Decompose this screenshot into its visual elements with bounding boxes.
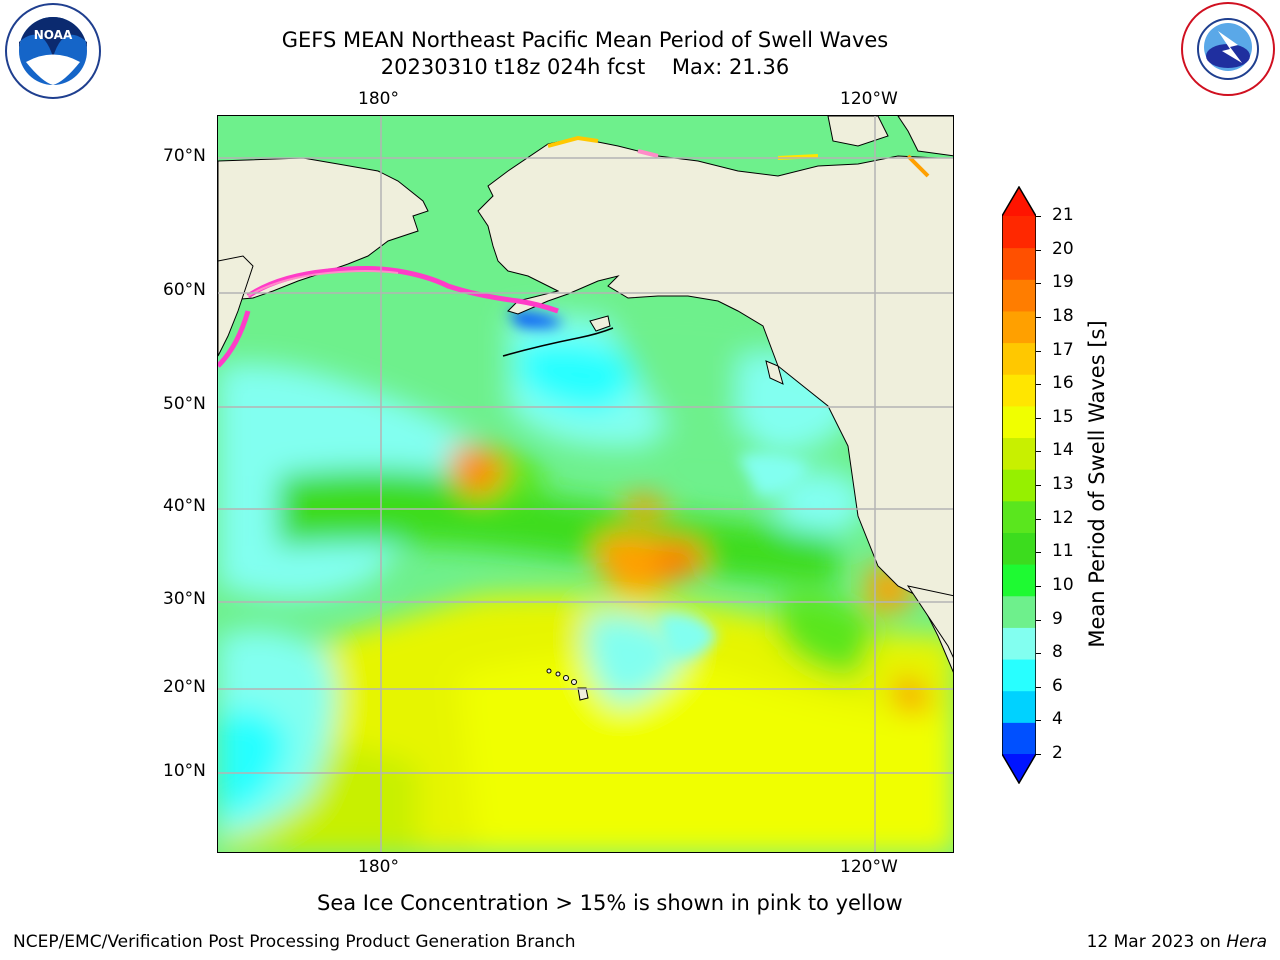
land-baja <box>906 585 953 658</box>
lat-label-60n: 60°N <box>163 280 206 300</box>
aleutian-islands <box>502 327 614 357</box>
colorbar-tick-mark <box>1036 249 1041 251</box>
lon-label-top-120w: 120°W <box>840 89 898 109</box>
sea-ice-caption: Sea Ice Concentration > 15% is shown in … <box>317 891 903 915</box>
colorbar-tick-mark <box>1036 316 1041 318</box>
colorbar-tick-mark <box>1036 350 1041 352</box>
colorbar-max-arrow <box>1002 187 1036 216</box>
colorbar-segment <box>1002 722 1036 755</box>
colorbar-tick-label: 11 <box>1052 541 1074 562</box>
land-arctic-island <box>827 116 889 147</box>
colorbar-tick-mark <box>1036 686 1041 688</box>
colorbar-segment <box>1002 659 1036 692</box>
colorbar-tick-label: 16 <box>1052 373 1074 394</box>
colorbar-tick-mark <box>1036 653 1041 655</box>
land-north-america <box>477 137 953 673</box>
land-kamchatka <box>218 255 254 357</box>
colorbar-segment <box>1002 564 1036 597</box>
colorbar-segment <box>1002 342 1036 375</box>
map-svg <box>218 116 953 852</box>
colorbar-tick-mark <box>1036 384 1041 386</box>
kodiak-island <box>589 315 611 332</box>
colorbar-tick-label: 12 <box>1052 507 1074 528</box>
lat-label-40n: 40°N <box>163 496 206 516</box>
colorbar-tick-label: 6 <box>1052 675 1063 696</box>
colorbar-segment <box>1002 469 1036 502</box>
colorbar-label: Mean Period of Swell Waves [s] <box>1085 320 1109 648</box>
lat-label-20n: 20°N <box>163 677 206 697</box>
colorbar-tick-mark <box>1036 417 1041 419</box>
footer-left: NCEP/EMC/Verification Post Processing Pr… <box>13 932 576 952</box>
colorbar-tick-mark <box>1036 585 1041 587</box>
colorbar-segment <box>1002 247 1036 280</box>
chart-title: GEFS MEAN Northeast Pacific Mean Period … <box>281 28 889 52</box>
colorbar-segment <box>1002 374 1036 407</box>
colorbar-svg <box>1001 185 1037 785</box>
lat-label-50n: 50°N <box>163 394 206 414</box>
colorbar-tick-mark <box>1036 518 1041 520</box>
colorbar-tick-label: 21 <box>1052 205 1074 225</box>
colorbar-segment <box>1002 279 1036 312</box>
colorbar-tick-label: 19 <box>1052 272 1074 293</box>
lon-label-top-180: 180° <box>358 89 399 109</box>
colorbar-tick-label: 2 <box>1052 743 1063 763</box>
colorbar-tick-label: 10 <box>1052 574 1074 595</box>
colorbar-tick-label: 20 <box>1052 238 1074 259</box>
footer-right: 12 Mar 2023 on Hera <box>1087 932 1267 952</box>
colorbar-segment <box>1002 500 1036 533</box>
map-panel <box>217 115 954 853</box>
colorbar-segment <box>1002 532 1036 565</box>
lon-label-bottom-120w: 120°W <box>840 857 898 877</box>
lat-label-70n: 70°N <box>163 146 206 166</box>
colorbar-ticks: 2 4 6 8 9 10 11 12 13 14 15 16 17 18 19 20 21 <box>1036 186 1080 784</box>
colorbar-segment <box>1002 437 1036 470</box>
nws-logo <box>1180 1 1276 97</box>
colorbar-tick-label: 4 <box>1052 709 1063 730</box>
lat-label-30n: 30°N <box>163 589 206 609</box>
colorbar-segment <box>1002 405 1036 439</box>
colorbar-tick-mark <box>1036 552 1041 554</box>
colorbar-tick-label: 18 <box>1052 305 1074 326</box>
colorbar-tick-mark <box>1036 485 1041 486</box>
colorbar-min-arrow <box>1002 754 1036 783</box>
colorbar-tick-mark <box>1036 720 1041 722</box>
colorbar-tick-label: 15 <box>1052 406 1074 427</box>
lon-label-bottom-180: 180° <box>358 857 399 877</box>
colorbar-tick-label: 14 <box>1052 440 1074 461</box>
sea-ice-fringe <box>218 135 930 368</box>
colorbar-segment <box>1002 690 1036 723</box>
hawaii-islands <box>546 668 589 701</box>
colorbar-tick-label: 13 <box>1052 474 1074 494</box>
colorbar-tick-mark <box>1036 754 1041 755</box>
vancouver-island <box>765 360 784 385</box>
colorbar <box>1001 185 1037 785</box>
colorbar-tick-label: 9 <box>1052 608 1063 629</box>
land-siberia <box>218 157 429 302</box>
colorbar-tick-mark <box>1036 619 1041 621</box>
colorbar-tick-label: 17 <box>1052 339 1074 360</box>
footer-date: 12 Mar 2023 on <box>1086 932 1227 952</box>
colorbar-segment <box>1002 595 1036 628</box>
colorbar-segment <box>1002 216 1036 249</box>
colorbar-segment <box>1002 627 1036 660</box>
colorbar-segment <box>1002 310 1036 344</box>
graticule <box>218 116 953 852</box>
land-arctic-island-2 <box>897 116 953 157</box>
noaa-logo-text: NOAA <box>34 28 73 42</box>
lat-label-10n: 10°N <box>163 761 206 781</box>
colorbar-tick-mark <box>1036 216 1041 217</box>
chart-subtitle: 20230310 t18z 024h fcst Max: 21.36 <box>380 55 790 79</box>
colorbar-tick-mark <box>1036 283 1041 285</box>
footer-host: Hera <box>1226 932 1267 952</box>
colorbar-tick-label: 8 <box>1052 642 1063 663</box>
noaa-logo: NOAA <box>4 2 102 100</box>
swell-field <box>218 300 953 852</box>
colorbar-tick-mark <box>1036 451 1041 453</box>
